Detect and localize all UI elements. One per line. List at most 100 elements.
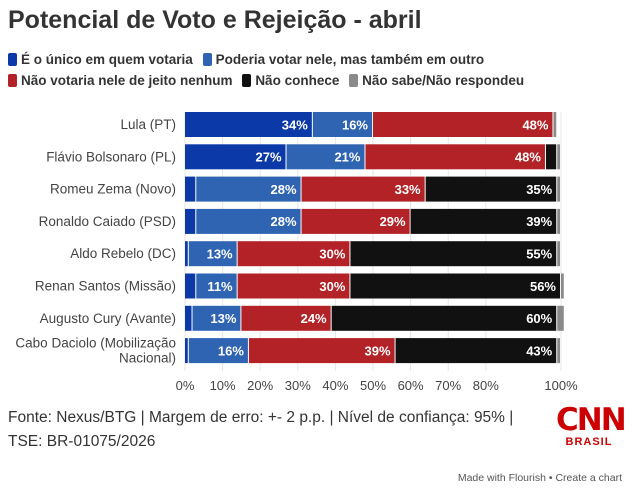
data-label: 27% [255, 150, 281, 165]
data-label: 35% [526, 182, 552, 197]
bar-segment [557, 144, 560, 170]
bar-segment [410, 208, 557, 234]
legend-swatch [349, 74, 359, 87]
legend-label: Poderia votar nele, mas também em outro [215, 52, 485, 67]
bar-segment [248, 338, 395, 364]
legend-label: Não sabe/Não respondeu [362, 73, 525, 88]
legend-item-poderia[interactable]: Poderia votar nele, mas também em outro [202, 50, 485, 69]
bar-segment [185, 144, 286, 170]
data-label: 30% [319, 279, 345, 294]
bar-segment [185, 338, 188, 364]
category-label-line: Aldo Rebelo (DC) [70, 246, 176, 261]
x-tick-label: 70% [435, 378, 461, 393]
x-tick-label: 100% [544, 378, 578, 393]
legend-label: É o único em quem votaria [21, 52, 193, 67]
bar-segment [557, 241, 560, 267]
data-label: 39% [365, 343, 391, 358]
bar-segment [185, 112, 312, 137]
data-label: 30% [319, 247, 345, 262]
bar-segment [557, 305, 564, 331]
legend: É o único em quem votaria Poderia votar … [8, 50, 628, 92]
bar-segment [373, 112, 553, 137]
legend-swatch [202, 53, 212, 66]
category-label: Lula (PT) [120, 117, 176, 132]
x-tick-label: 60% [398, 378, 424, 393]
bar-segment [301, 208, 410, 234]
data-label: 13% [210, 311, 236, 326]
logo-main-text: CNN [556, 402, 627, 438]
legend-label: Não conhece [255, 73, 340, 88]
data-label: 24% [301, 311, 327, 326]
bar-segment [196, 176, 301, 202]
data-label: 16% [218, 343, 244, 358]
source-line-1: Fonte: Nexus/BTG | Margem de erro: +- 2 … [8, 409, 514, 426]
legend-label: Não votaria nele de jeito nenhum [21, 73, 233, 88]
x-tick-label: 50% [360, 378, 386, 393]
bar-segment [188, 241, 237, 267]
bar-segment [312, 112, 372, 137]
category-label-line: Renan Santos (Missão) [35, 279, 176, 294]
data-label: 28% [271, 182, 297, 197]
bar-segment [241, 305, 331, 331]
legend-item-nao-sabe[interactable]: Não sabe/Não respondeu [349, 71, 524, 90]
bar-segment [185, 176, 196, 202]
category-label-line: Augusto Cury (Avante) [40, 311, 176, 326]
legend-item-nao-votaria[interactable]: Não votaria nele de jeito nenhum [8, 71, 233, 90]
flourish-credit[interactable]: Made with Flourish • Create a chart [457, 472, 622, 484]
x-tick-label: 0% [176, 378, 195, 393]
category-label-line: Cabo Daciolo (Mobilização [15, 336, 176, 351]
legend-item-nao-conhece[interactable]: Não conhece [242, 71, 339, 90]
data-label: 33% [395, 182, 421, 197]
bar-segment [557, 176, 560, 202]
legend-swatch [8, 53, 17, 66]
bar-segment [425, 176, 557, 202]
bar-segment [350, 273, 560, 299]
bar-segment [553, 112, 557, 137]
data-label: 39% [526, 214, 552, 229]
legend-item-unico[interactable]: É o único em quem votaria [8, 50, 193, 69]
bar-segment [237, 273, 350, 299]
category-label-line: Ronaldo Caiado (PSD) [39, 214, 176, 229]
bar-segment [196, 208, 301, 234]
data-label: 48% [522, 117, 548, 132]
bar-segment [185, 273, 196, 299]
category-label: Ronaldo Caiado (PSD) [39, 214, 176, 229]
bar-segment [185, 208, 196, 234]
bar-segment [557, 208, 560, 234]
stacked-bar-chart: 0% 10% 20% 30% 40% 50% 60% 70% 80% 100% Lula (PT) 3… [15, 112, 578, 393]
category-label: Augusto Cury (Avante) [40, 311, 176, 326]
category-label: Cabo Daciolo (Mobilização Nacional) [15, 336, 176, 366]
data-label: 13% [207, 247, 233, 262]
category-label-line: Flávio Bolsonaro (PL) [46, 149, 176, 164]
bar-segment [395, 338, 557, 364]
bar-segment [557, 338, 560, 364]
x-tick-label: 20% [247, 378, 273, 393]
bar-segment [237, 241, 350, 267]
bar-segment [365, 144, 545, 170]
bar-segment [331, 305, 557, 331]
logo-sub-text: BRASIL [565, 436, 613, 448]
chart-title: Potencial de Voto e Rejeição - abril [8, 6, 422, 34]
bar-segment [545, 144, 557, 170]
bar-segment [192, 305, 241, 331]
x-tick-label: 80% [473, 378, 499, 393]
source-note: Fonte: Nexus/BTG | Margem de erro: +- 2 … [8, 406, 548, 454]
legend-swatch [242, 74, 252, 87]
bar-segment [188, 338, 248, 364]
category-label: Romeu Zema (Novo) [50, 182, 176, 197]
data-label: 48% [515, 150, 541, 165]
data-label: 11% [207, 279, 233, 294]
data-label: 56% [530, 279, 556, 294]
bar-segment [185, 305, 192, 331]
category-label-line: Romeu Zema (Novo) [50, 182, 176, 197]
bar-segment [561, 273, 564, 299]
data-label: 21% [334, 150, 360, 165]
data-label: 60% [526, 311, 552, 326]
bar-segment [196, 273, 237, 299]
data-label: 28% [271, 214, 297, 229]
legend-swatch [8, 74, 17, 87]
data-label: 34% [282, 117, 308, 132]
data-label: 43% [526, 343, 552, 358]
x-tick-label: 40% [322, 378, 348, 393]
x-tick-label: 30% [285, 378, 311, 393]
